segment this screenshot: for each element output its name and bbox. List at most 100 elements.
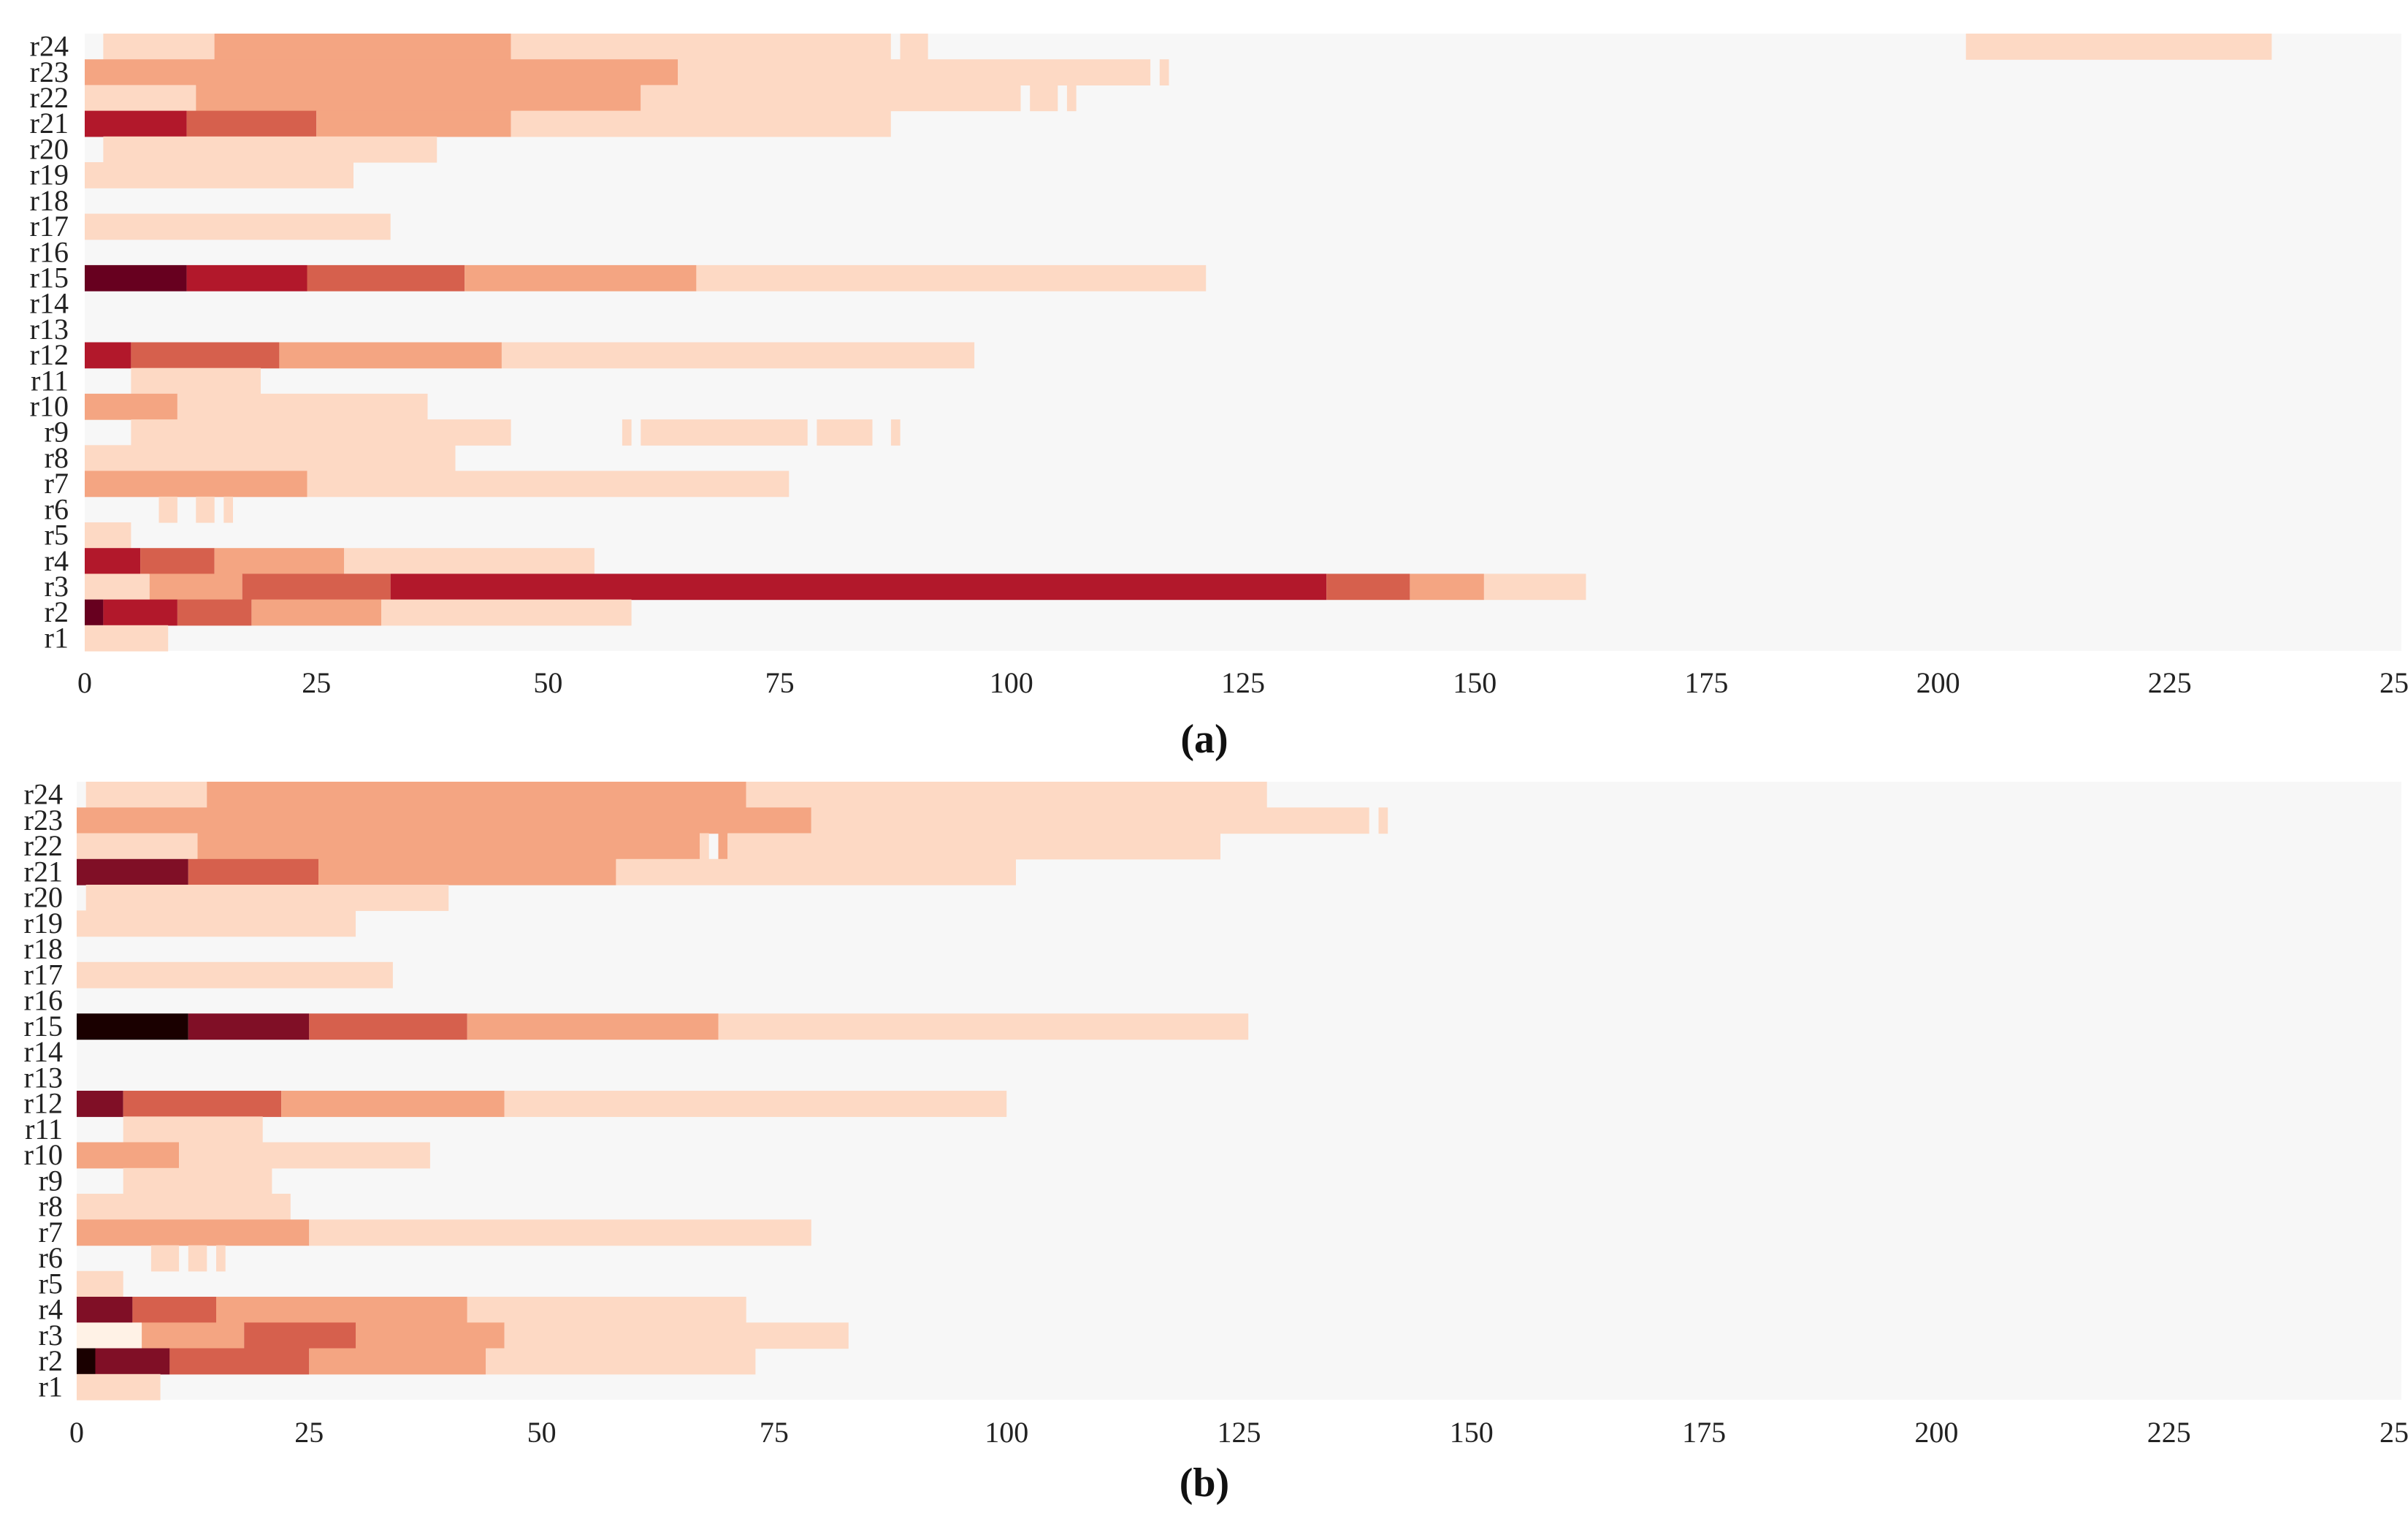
- heat-cell-r12-0: [85, 342, 131, 369]
- row-label-r24: r24: [30, 30, 69, 63]
- row-label-r16: r16: [30, 235, 69, 268]
- row-label-r12: r12: [30, 338, 69, 371]
- heat-cell-r2-4: [486, 1348, 756, 1375]
- heat-cell-r17-0: [85, 213, 391, 240]
- heat-cell-r3-4: [504, 1322, 849, 1349]
- row-label-r20: r20: [30, 132, 69, 165]
- heat-cell-r23-2: [1159, 59, 1169, 85]
- row-label-r22: r22: [24, 829, 63, 862]
- x-tick-label-175: 175: [1684, 666, 1728, 699]
- heat-cell-r15-0: [77, 1013, 188, 1040]
- row-label-r18: r18: [30, 184, 69, 217]
- panel-caption-a: (a): [1180, 717, 1228, 762]
- x-tick-label-0: 0: [77, 666, 92, 699]
- heat-cell-r24-3: [900, 34, 928, 60]
- heat-cell-r15-2: [309, 1013, 467, 1040]
- heat-cell-r3-3: [390, 573, 1327, 601]
- heat-cell-r19-0: [85, 162, 353, 188]
- heat-cell-r3-4: [1326, 573, 1410, 601]
- heatmap-panel-a: r24r23r22r21r20r19r18r17r16r15r14r13r12r…: [30, 30, 2408, 762]
- heat-cell-r3-2: [244, 1322, 356, 1349]
- heat-cell-r12-2: [279, 342, 502, 369]
- heat-cell-r2-1: [95, 1348, 170, 1375]
- heat-cell-r2-0: [85, 599, 104, 626]
- heat-cell-r10-0: [85, 393, 177, 420]
- row-label-r1: r1: [45, 621, 69, 654]
- heat-cell-r7-0: [77, 1219, 310, 1246]
- heat-cell-r3-1: [142, 1322, 245, 1349]
- row-label-r3: r3: [39, 1319, 63, 1352]
- row-label-r12: r12: [24, 1087, 63, 1120]
- x-tick-label-25: 25: [294, 1416, 324, 1449]
- row-label-r11: r11: [31, 364, 69, 397]
- heat-cell-r15-3: [465, 264, 697, 291]
- x-tick-label-100: 100: [985, 1416, 1028, 1449]
- heat-cell-r22-3: [718, 833, 728, 860]
- heat-cell-r24-1: [214, 34, 511, 60]
- heat-cell-r3-0: [77, 1322, 142, 1349]
- row-label-r18: r18: [24, 932, 63, 965]
- row-label-r7: r7: [45, 467, 69, 500]
- row-label-r19: r19: [30, 159, 69, 191]
- heat-cell-r2-4: [381, 599, 632, 626]
- heat-cell-r4-1: [132, 1297, 216, 1323]
- heat-cell-r9-4: [890, 419, 901, 446]
- heat-cell-r22-1: [197, 833, 700, 860]
- heat-cell-r15-1: [186, 264, 307, 291]
- heat-cell-r15-0: [85, 264, 187, 291]
- heat-cell-r23-0: [77, 807, 811, 834]
- row-label-r14: r14: [30, 287, 69, 320]
- heat-cell-r7-1: [309, 1219, 811, 1246]
- heat-cell-r6-2: [223, 496, 233, 523]
- x-tick-label-50: 50: [527, 1416, 557, 1449]
- row-label-r9: r9: [39, 1164, 63, 1197]
- heat-cell-r15-2: [307, 264, 465, 291]
- x-tick-label-125: 125: [1221, 666, 1265, 699]
- heat-cell-r2-3: [251, 599, 381, 626]
- row-label-r17: r17: [30, 210, 69, 243]
- heat-cell-r17-0: [77, 961, 393, 988]
- x-tick-label-75: 75: [760, 1416, 789, 1449]
- row-label-r21: r21: [30, 107, 69, 140]
- heat-cell-r2-1: [103, 599, 177, 626]
- heatmap-panel-b: r24r23r22r21r20r19r18r17r16r15r14r13r12r…: [24, 778, 2408, 1506]
- x-tick-label-150: 150: [1453, 666, 1497, 699]
- heat-cell-r19-0: [77, 910, 356, 937]
- heat-cell-r4-2: [214, 548, 345, 574]
- heat-cell-r2-3: [309, 1348, 486, 1375]
- x-tick-label-75: 75: [765, 666, 795, 699]
- heat-cell-r10-1: [177, 393, 428, 420]
- heat-cell-r3-6: [1483, 573, 1586, 601]
- heat-cell-r3-1: [149, 573, 242, 601]
- heat-cell-r2-2: [169, 1348, 310, 1375]
- heat-cell-r24-0: [85, 782, 207, 808]
- row-label-r22: r22: [30, 81, 69, 114]
- heat-cell-r21-2: [316, 110, 511, 137]
- row-label-r6: r6: [45, 492, 69, 525]
- heat-cell-r15-4: [696, 264, 1207, 291]
- heat-cell-r23-0: [85, 59, 678, 85]
- heat-cell-r21-3: [616, 858, 1016, 885]
- heat-cell-r15-4: [718, 1013, 1249, 1040]
- heat-cell-r10-1: [179, 1142, 430, 1169]
- x-tick-label-25: 25: [302, 666, 331, 699]
- heat-cell-r21-0: [77, 858, 188, 885]
- heat-cell-r1-0: [77, 1373, 161, 1400]
- heat-cell-r22-3: [1030, 85, 1058, 112]
- row-label-r5: r5: [39, 1267, 63, 1300]
- heat-cell-r21-1: [186, 110, 317, 137]
- row-label-r15: r15: [24, 1010, 63, 1043]
- heat-cell-r23-1: [811, 807, 1369, 834]
- heat-cell-r21-0: [85, 110, 187, 137]
- row-label-r5: r5: [45, 519, 69, 552]
- heat-cell-r5-0: [77, 1270, 123, 1297]
- heat-cell-r6-0: [158, 496, 177, 523]
- heat-cell-r9-0: [123, 1167, 272, 1194]
- row-label-r2: r2: [39, 1344, 63, 1377]
- heat-cell-r4-3: [344, 548, 595, 574]
- heat-cell-r9-2: [641, 419, 808, 446]
- row-label-r23: r23: [24, 804, 63, 836]
- row-label-r7: r7: [39, 1216, 63, 1249]
- heat-cell-r6-2: [216, 1245, 226, 1272]
- heat-cell-r24-4: [1965, 34, 2272, 60]
